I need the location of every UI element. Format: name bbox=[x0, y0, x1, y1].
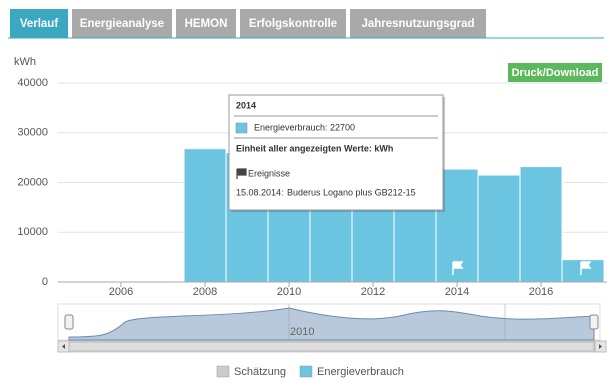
x-tick-label: 2016 bbox=[529, 286, 553, 298]
tab-label[interactable]: Verlauf bbox=[20, 18, 59, 30]
navigator-label: 2010 bbox=[290, 326, 314, 338]
legend: Schätzung Energieverbrauch bbox=[216, 365, 404, 378]
tab[interactable] bbox=[72, 9, 172, 38]
arrow-right bbox=[599, 344, 602, 349]
y-axis-unit: kWh bbox=[14, 56, 36, 68]
download-button[interactable] bbox=[508, 63, 602, 82]
legend-swatch[interactable] bbox=[216, 365, 230, 378]
flags[interactable] bbox=[452, 261, 592, 275]
y-tick-label: 30000 bbox=[17, 127, 48, 139]
navigator-handle-left[interactable] bbox=[64, 314, 74, 330]
bar bbox=[519, 166, 563, 283]
y-tick-label: 40000 bbox=[17, 77, 48, 89]
tooltip-title: 2014 bbox=[236, 100, 256, 110]
tooltip-value: 22700 bbox=[330, 122, 355, 132]
arrow-left bbox=[62, 344, 65, 349]
tab-label[interactable]: Energieanalyse bbox=[80, 18, 164, 30]
legend-swatch[interactable] bbox=[299, 365, 313, 378]
tab-label[interactable]: Jahresnutzungsgrad bbox=[361, 18, 474, 30]
tab-label[interactable]: Erfolgskontrolle bbox=[249, 18, 337, 30]
x-tick-label: 2014 bbox=[445, 286, 469, 298]
bar bbox=[477, 174, 521, 283]
navigator-area bbox=[68, 307, 595, 341]
x-tick-label: 2012 bbox=[361, 286, 385, 298]
x-tick-label: 2008 bbox=[193, 286, 217, 298]
event-flag[interactable] bbox=[452, 261, 464, 275]
y-tick-label: 0 bbox=[42, 276, 48, 288]
tab[interactable] bbox=[240, 9, 346, 38]
tooltip-event-date: 15.08.2014: bbox=[236, 187, 284, 197]
event-flag[interactable] bbox=[580, 261, 592, 275]
tooltip-box bbox=[228, 94, 444, 211]
navigator[interactable]: 2010 bbox=[57, 303, 607, 353]
tab[interactable] bbox=[10, 9, 68, 38]
x-tick-label: 2006 bbox=[109, 286, 133, 298]
bar bbox=[183, 148, 227, 283]
tooltip-events-title: Ereignisse bbox=[248, 168, 290, 178]
navigator-handle-right[interactable] bbox=[589, 314, 599, 330]
legend-label[interactable]: Energieverbrauch bbox=[317, 366, 404, 378]
tooltip-swatch bbox=[235, 122, 248, 134]
tab[interactable] bbox=[176, 9, 236, 38]
tooltip-event-text: Buderus Logano plus GB212-15 bbox=[287, 187, 416, 197]
scrollbar-thumb[interactable] bbox=[68, 341, 595, 352]
y-tick-label: 20000 bbox=[17, 176, 48, 188]
y-tick-label: 10000 bbox=[17, 226, 48, 238]
tab-bar: Verlauf Energieanalyse HEMON Erfolgskontrol… bbox=[10, 9, 486, 38]
tooltip-unit-note: Einheit aller angezeigten Werte: kWh bbox=[236, 143, 393, 153]
download-button-label[interactable]: Druck/Download bbox=[512, 67, 599, 79]
events-icon bbox=[236, 168, 247, 179]
x-tick-label: 2010 bbox=[277, 286, 301, 298]
tab-label[interactable]: HEMON bbox=[185, 18, 228, 30]
tab[interactable] bbox=[350, 9, 486, 38]
tooltip: 2014 Energieverbrauch: 22700 Einheit all… bbox=[228, 94, 445, 212]
legend-label[interactable]: Schätzung bbox=[234, 366, 286, 378]
tooltip-series-label: Energieverbrauch: bbox=[254, 122, 328, 132]
